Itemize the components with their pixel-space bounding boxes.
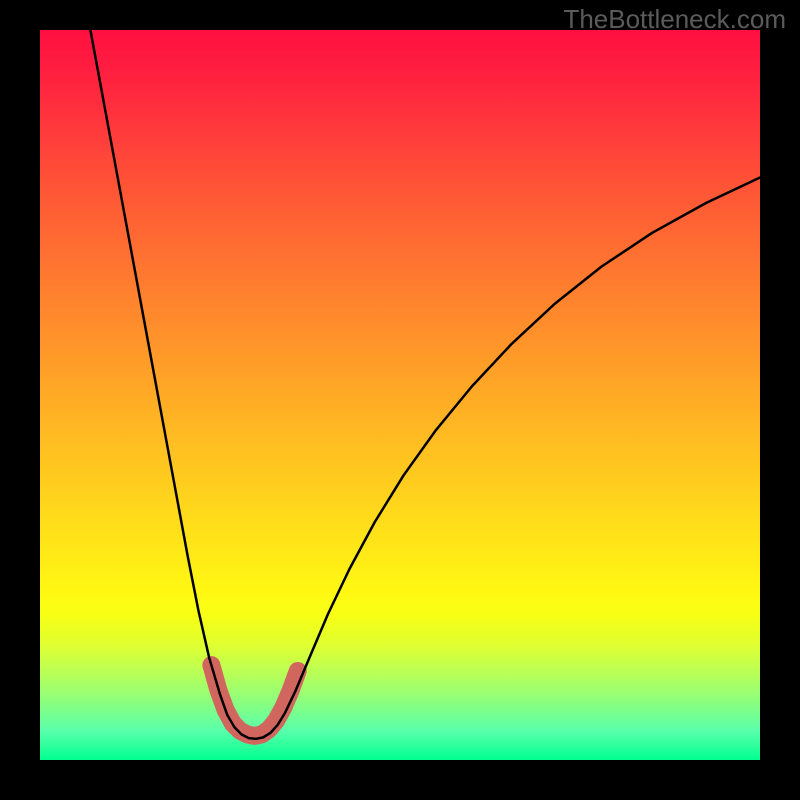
watermark-text: TheBottleneck.com: [563, 4, 786, 35]
gradient-background: [40, 30, 760, 760]
bottleneck-curve-chart: [40, 30, 760, 760]
